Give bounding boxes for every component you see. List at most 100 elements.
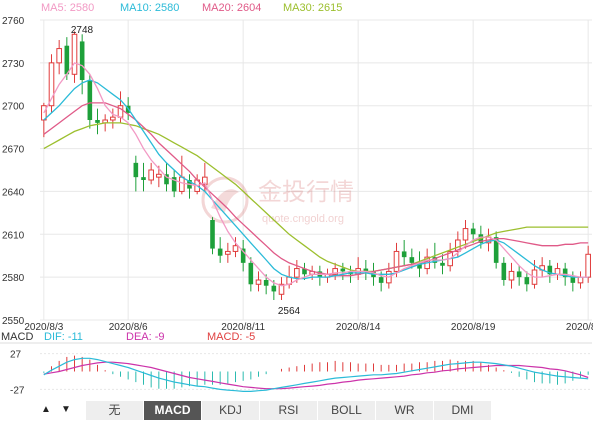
candle-body-up [278, 283, 285, 295]
candle-body-up [179, 176, 185, 192]
candle-body-down [562, 268, 568, 278]
annotation-label: 2748 [71, 25, 94, 36]
date-tick-label: 2020/8/19 [451, 322, 496, 333]
candle-body-down [95, 120, 100, 123]
candle-body-down [401, 251, 407, 258]
candle-body-down [417, 262, 422, 269]
candle-body-down [79, 41, 85, 80]
price-tick-label: 2550 [2, 316, 25, 327]
candle-body-up [332, 268, 338, 275]
macd-lines [43, 357, 589, 392]
date-tick-label: 2020/8/3 [24, 322, 63, 333]
macd-y-axis: 27 -27 [10, 350, 25, 397]
dea-line [43, 361, 589, 390]
date-tick-label: 2020/8/11 [221, 322, 265, 333]
legend-ma10: MA10: 2580 [120, 2, 179, 14]
candle-body-down [271, 285, 277, 292]
indicator-tab-2[interactable]: KDJ [202, 401, 260, 420]
candle-body-up [71, 33, 78, 75]
candle-body-down [378, 277, 384, 283]
candle-body-up [577, 276, 584, 284]
candle-body-up [508, 270, 515, 281]
macd-tick-label: 27 [10, 350, 22, 361]
candle-body-up [156, 173, 162, 178]
legend-ma20: MA20: 2604 [202, 2, 261, 14]
price-tick-label: 2760 [2, 16, 25, 27]
candle-body-down [340, 268, 346, 272]
macd-title: MACD [1, 331, 34, 343]
candle-body-down [363, 268, 369, 272]
indicator-tab-5[interactable]: WR [376, 401, 434, 420]
indicator-tab-0[interactable]: 无 [86, 401, 144, 420]
candle-body-down [493, 237, 499, 263]
legend-ma5-label: MA5: 2580 [41, 2, 95, 14]
date-tick-label: 2020/8/6 [109, 322, 148, 333]
candle-body-down [240, 248, 246, 263]
candle-body-down [171, 177, 177, 192]
indicator-tab-1[interactable]: MACD [144, 401, 202, 420]
candle-body-down [87, 80, 93, 120]
watermark-name: 金投行情 [258, 178, 354, 206]
candlestick-series [41, 31, 591, 300]
candle-body-down [409, 257, 415, 263]
candle-body-down [248, 262, 254, 285]
annotation-label: 2564 [278, 306, 301, 317]
candle-body-down [501, 262, 507, 280]
macd-grid [0, 342, 592, 390]
price-tick-label: 2610 [2, 230, 25, 241]
candle-body-up [48, 62, 55, 107]
watermark: 金投行情 quote.cngold.org [201, 176, 354, 225]
indicator-tab-6[interactable]: DMI [434, 401, 492, 420]
watermark-url: quote.cngold.org [262, 213, 344, 225]
legend-ma5: MA5: 2580 [41, 2, 94, 14]
candle-body-down [141, 177, 146, 180]
candle-body-down [263, 280, 269, 286]
indicator-tab-3[interactable]: RSI [260, 401, 318, 420]
candle-body-up [462, 228, 469, 241]
candle-body-down [302, 268, 307, 275]
candle-body-up [232, 245, 239, 252]
legend-ma10-label: MA10: 2580 [120, 2, 180, 14]
candle-body-up [110, 116, 116, 121]
candle-body-down [547, 265, 553, 275]
candle-body-up [56, 48, 62, 64]
candle-body-down [210, 220, 215, 249]
legend-ma30-label: MA30: 2615 [283, 2, 343, 14]
candle-body-down [440, 262, 445, 266]
candle-body-down [164, 174, 169, 185]
candle-body-down [516, 271, 522, 278]
candle-body-up [148, 169, 154, 181]
candle-body-down [470, 228, 476, 235]
price-tick-label: 2640 [2, 187, 25, 198]
macd-dea-label: DEA: -9 [126, 331, 165, 343]
macd-histogram [43, 355, 589, 389]
price-tick-label: 2580 [2, 273, 25, 284]
indicator-next-button[interactable]: ▼ [61, 404, 71, 415]
date-tick-label: 2020/8/14 [336, 322, 381, 333]
candle-body-up [255, 279, 262, 285]
date-x-axis: 2020/8/3 2020/8/6 2020/8/11 2020/8/14 2020/8… [24, 322, 593, 333]
moving-average-lines [43, 62, 589, 287]
price-tick-label: 2730 [2, 59, 25, 70]
candle-body-down [570, 277, 576, 283]
candle-body-down [133, 162, 139, 178]
dif-line [43, 357, 589, 392]
candle-body-down [217, 248, 223, 256]
watermark-logo-icon [201, 176, 249, 224]
macd-dif-label: DIF: -11 [44, 331, 83, 343]
legend-ma20-label: MA20: 2604 [202, 2, 262, 14]
macd-value-label: MACD: -5 [207, 331, 256, 343]
price-y-axis: 2550 2580 2610 2640 2670 2700 2730 2760 [2, 16, 25, 327]
indicator-tab-4[interactable]: BOLL [318, 401, 376, 420]
candle-body-up [294, 268, 300, 278]
candle-body-down [524, 277, 530, 285]
candle-body-down [64, 45, 70, 75]
indicator-prev-button[interactable]: ▲ [41, 404, 51, 415]
price-tick-label: 2670 [2, 145, 25, 156]
legend-ma30: MA30: 2615 [283, 2, 342, 14]
price-annotations: 2748 2564 [71, 25, 301, 317]
candle-body-up [225, 250, 231, 255]
macd-tick-label: -27 [10, 385, 25, 396]
candle-body-up [585, 253, 591, 278]
chart-area: 金投行情 quote.cngold.org 2550 2580 2610 2640 26… [0, 16, 593, 397]
